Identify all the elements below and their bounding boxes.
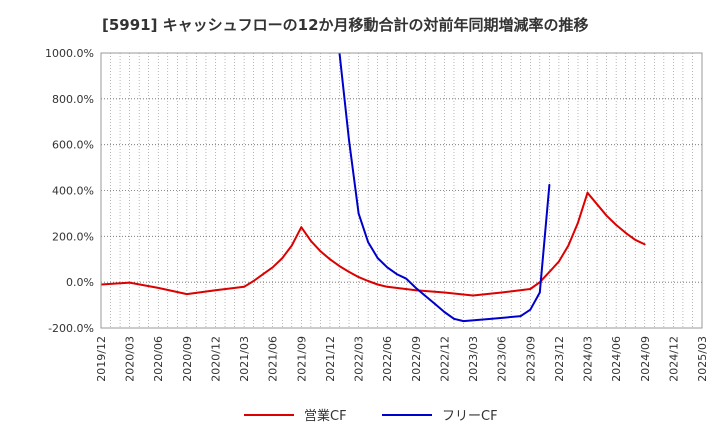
plot-frame [100,52,703,329]
x-tick-label: 2019/12 [95,336,108,382]
data-point [271,266,274,269]
data-point [414,289,417,292]
data-point [605,214,608,217]
legend: 営業CF フリーCF [244,408,498,424]
data-point [529,288,532,290]
data-point [262,273,265,276]
data-point [558,260,560,263]
data-point [367,280,370,282]
data-point [157,286,160,289]
data-point [433,303,436,305]
x-tick-label: 2023/03 [467,336,480,382]
data-point [500,291,503,294]
series-1 [338,53,551,323]
data-point [395,273,398,276]
data-point [519,315,522,317]
x-tick-label: 2024/12 [667,336,680,382]
data-point [329,258,331,261]
data-point [128,281,131,284]
data-point [424,295,427,297]
data-point [281,257,284,260]
data-point [615,223,618,226]
x-tick-label: 2021/12 [324,336,337,382]
x-tick-label: 2021/03 [238,336,251,382]
data-point [567,244,570,247]
y-tick-label: 600.0% [52,139,94,152]
y-tick-label: 800.0% [52,93,94,106]
data-point [386,266,389,269]
x-tick-label: 2020/09 [181,336,194,382]
chart-title: [5991] キャッシュフローの12か月移動合計の対前年同期増減率の推移 [102,16,589,34]
x-tick-label: 2022/06 [381,336,394,382]
data-point [290,244,293,247]
y-tick-label: 1000.0% [45,47,94,60]
x-tick-label: 2022/09 [410,336,423,382]
data-point [643,243,646,246]
data-point [529,308,532,311]
x-tick-label: 2024/06 [610,336,623,382]
y-tick-label: 200.0% [52,230,94,243]
series-0 [101,191,646,297]
data-point [472,294,474,297]
x-tick-label: 2023/06 [496,336,509,382]
data-point [319,250,322,253]
data-point [443,311,446,313]
data-point [443,291,446,294]
data-point [405,277,408,280]
data-point [386,285,389,288]
x-tick-label: 2021/09 [295,336,308,382]
x-tick-label: 2020/03 [124,336,137,382]
data-point [634,238,637,241]
legend-label-operating-cf: 営業CF [304,408,347,424]
data-point [624,231,627,234]
data-point [185,293,188,295]
y-tick-label: 0.0% [66,276,94,289]
data-point [548,183,551,186]
data-point [252,280,255,282]
data-point [357,276,360,279]
data-point [462,320,465,323]
data-point [548,270,551,273]
x-tick-label: 2022/03 [353,336,366,382]
x-tick-label: 2021/06 [267,336,280,382]
data-point [538,291,541,294]
x-tick-label: 2024/09 [639,336,652,382]
data-point [376,283,379,286]
x-tick-label: 2020/06 [152,336,165,382]
legend-label-free-cf: フリーCF [442,409,498,424]
x-tick-label: 2020/12 [209,336,222,382]
data-point [453,317,455,320]
x-tick-label: 2022/12 [438,336,451,382]
y-tick-label: 400.0% [52,185,94,198]
x-tick-label: 2025/03 [696,336,709,382]
data-point [491,317,494,320]
data-point [357,212,360,215]
data-point [367,241,370,243]
x-tick-label: 2023/12 [553,336,566,382]
x-tick-label: 2023/09 [524,336,537,382]
series-line [338,53,551,323]
x-axis-ticks: 2019/12 2020/03 2020/06 2020/09 2020/12 2021/… [95,336,709,382]
data-point [309,240,312,242]
data-point [214,289,217,292]
data-point [596,203,598,206]
data-point [348,270,350,273]
series [101,53,646,323]
y-axis-ticks: -200.0% 0.0% 200.0% 400.0% 600.0% 800.0% 1000.… [45,47,94,335]
data-point [577,221,579,224]
grid [100,52,703,329]
data-point [338,265,341,268]
y-tick-label: -200.0% [48,322,94,335]
data-point [300,226,303,229]
data-point [586,191,589,194]
data-point [243,285,245,288]
data-point [376,257,379,260]
data-point [414,286,417,289]
x-tick-label: 2024/03 [582,336,595,382]
series-line [101,191,646,297]
data-point [348,139,350,141]
